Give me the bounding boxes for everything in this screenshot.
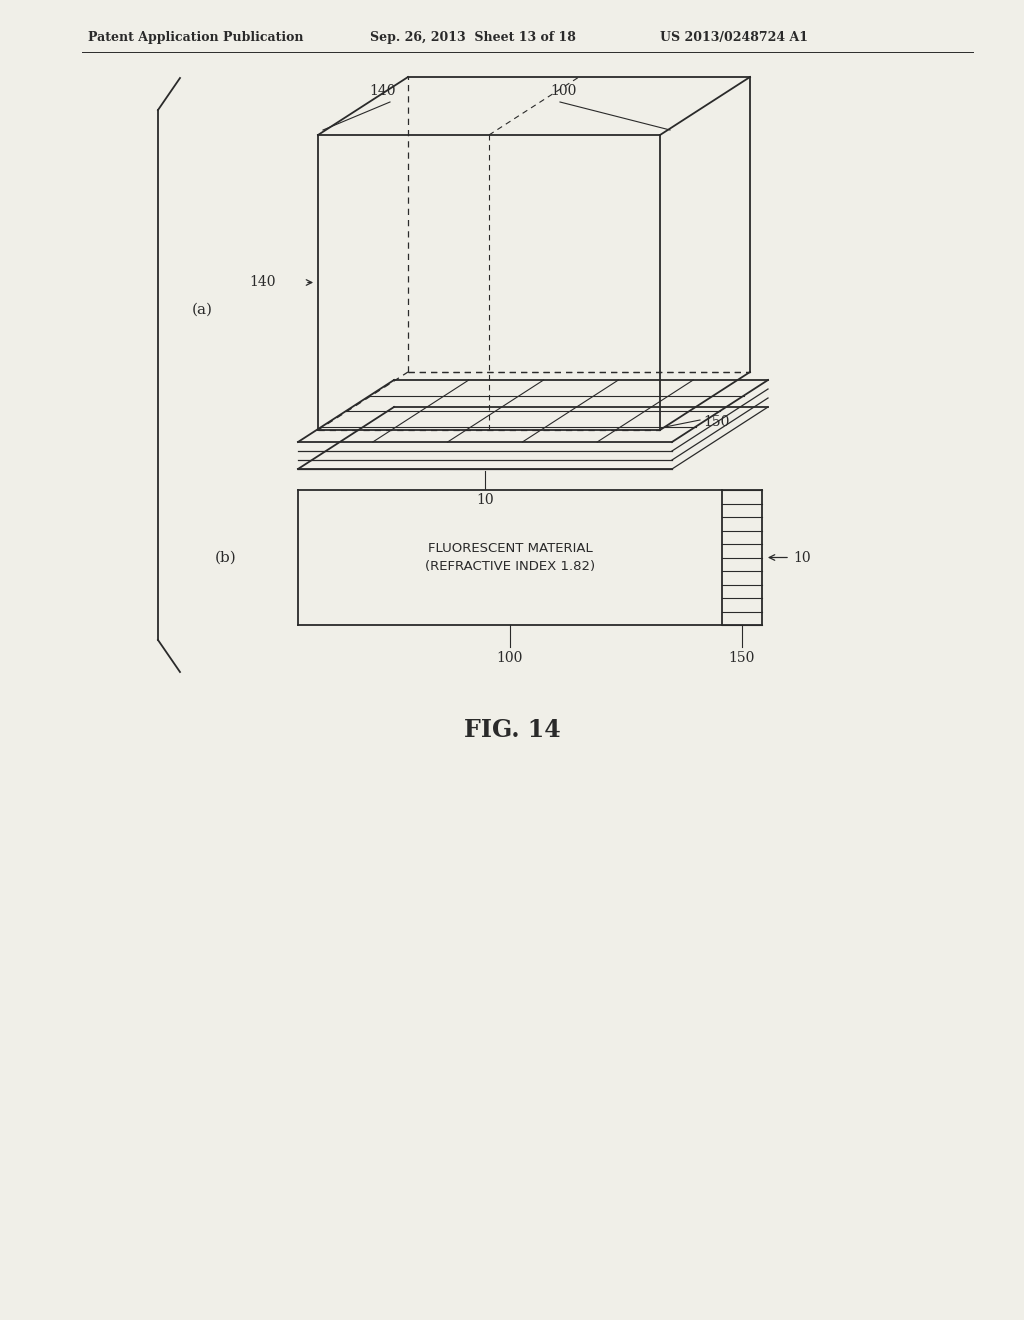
Text: 150: 150 <box>729 651 755 665</box>
Text: (a): (a) <box>193 304 213 317</box>
Text: US 2013/0248724 A1: US 2013/0248724 A1 <box>660 30 808 44</box>
Text: 100: 100 <box>497 651 523 665</box>
Text: Patent Application Publication: Patent Application Publication <box>88 30 303 44</box>
Text: (b): (b) <box>215 550 237 565</box>
Text: 140: 140 <box>250 276 276 289</box>
Text: 140: 140 <box>370 84 396 98</box>
Text: (REFRACTIVE INDEX 1.82): (REFRACTIVE INDEX 1.82) <box>425 560 595 573</box>
Text: FLUORESCENT MATERIAL: FLUORESCENT MATERIAL <box>428 543 592 554</box>
Text: 150: 150 <box>703 414 729 429</box>
Text: Sep. 26, 2013  Sheet 13 of 18: Sep. 26, 2013 Sheet 13 of 18 <box>370 30 575 44</box>
Text: FIG. 14: FIG. 14 <box>464 718 560 742</box>
Text: 100: 100 <box>551 84 578 98</box>
Text: 10: 10 <box>476 492 494 507</box>
Text: 10: 10 <box>793 550 811 565</box>
